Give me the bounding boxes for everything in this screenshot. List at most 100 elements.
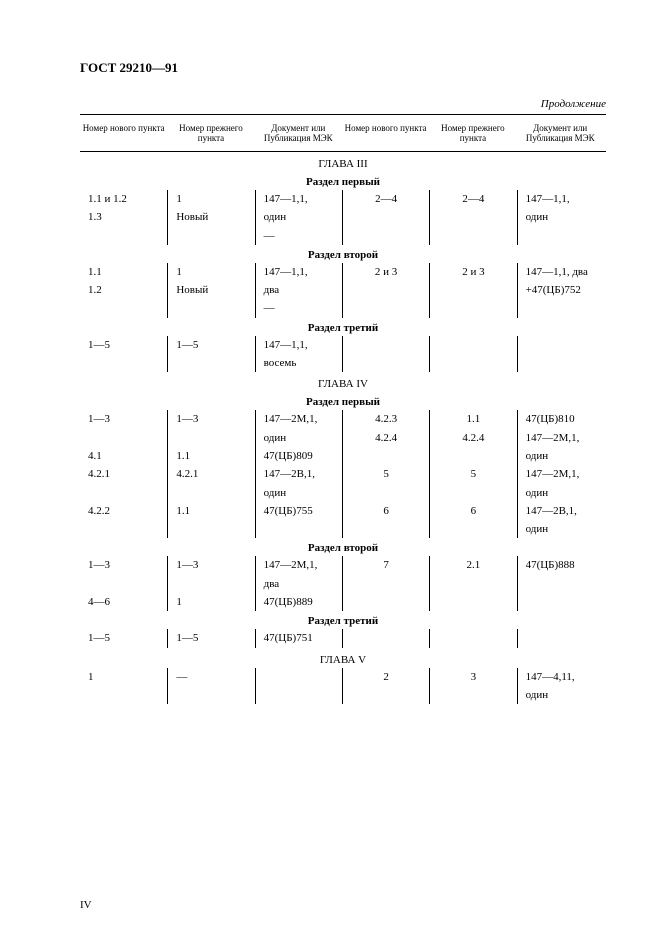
cell: [167, 299, 254, 317]
cell: 147—2В,1,: [255, 465, 342, 483]
cell: 47(ЦБ)755: [255, 502, 342, 520]
cell: [255, 520, 342, 538]
cell: [342, 686, 429, 704]
cell: 4—6: [80, 593, 167, 611]
cell: 3: [429, 668, 516, 686]
cell: 4.1: [80, 447, 167, 465]
header-cell: Номер нового пункта: [342, 115, 429, 151]
cell: 147—1,1,: [517, 190, 604, 208]
cell: Новый: [167, 281, 254, 299]
table-row: восемь: [80, 354, 606, 372]
section-block: 1—5 1—5 147—1,1, восемь: [80, 336, 606, 373]
cell: [342, 447, 429, 465]
cell: 47(ЦБ)809: [255, 447, 342, 465]
cell: [429, 447, 516, 465]
cell: 1.1: [167, 502, 254, 520]
cell: [429, 354, 516, 372]
cell: 4.2.4: [429, 429, 516, 447]
cell: 2: [342, 668, 429, 686]
cell: [342, 227, 429, 245]
cell: [80, 299, 167, 317]
table-row: 1—5 1—5 47(ЦБ)751: [80, 629, 606, 647]
cell: 147—2М,1,: [255, 556, 342, 574]
cell: [255, 668, 342, 686]
cell: 4.2.3: [342, 410, 429, 428]
cell: 1: [167, 263, 254, 281]
cell: [429, 575, 516, 593]
table-row: один: [80, 520, 606, 538]
cell: [80, 227, 167, 245]
section-title: Раздел первый: [80, 392, 606, 410]
cell: [342, 336, 429, 354]
cell: [429, 484, 516, 502]
cell: 147—1,1, два: [517, 263, 604, 281]
header-cell: Документ или Публикация МЭК: [255, 115, 342, 151]
cell: 147—1,1,: [255, 336, 342, 354]
cell: один: [517, 686, 604, 704]
cell: 4.2.2: [80, 502, 167, 520]
cell: 1.1 и 1.2: [80, 190, 167, 208]
table-row: 1—3 1—3 147—2М,1, 7 2.1 47(ЦБ)888: [80, 556, 606, 574]
table-row: 1.3 Новый один один: [80, 208, 606, 226]
cell: [255, 686, 342, 704]
cell: [429, 208, 516, 226]
cell: [429, 629, 516, 647]
table-header-row: Номер нового пункта Номер прежнего пункт…: [80, 114, 606, 152]
cell: [342, 281, 429, 299]
cell: [342, 575, 429, 593]
cell: 2—4: [342, 190, 429, 208]
section-title: Раздел первый: [80, 172, 606, 190]
cell: [342, 354, 429, 372]
section-block: 1—3 1—3 147—2М,1, 7 2.1 47(ЦБ)888 два 4—…: [80, 556, 606, 611]
table-row: 1.1 1 147—1,1, 2 и 3 2 и 3 147—1,1, два: [80, 263, 606, 281]
section-block: 1.1 1 147—1,1, 2 и 3 2 и 3 147—1,1, два …: [80, 263, 606, 318]
section-block: 1—5 1—5 47(ЦБ)751: [80, 629, 606, 647]
cell: [167, 354, 254, 372]
cell: 2 и 3: [429, 263, 516, 281]
continuation-label: Продолжение: [80, 98, 606, 110]
cell: [517, 575, 604, 593]
header-cell: Номер прежнего пункта: [167, 115, 254, 151]
cell: [517, 593, 604, 611]
cell: 1: [167, 593, 254, 611]
cell: [429, 520, 516, 538]
cell: 1: [167, 190, 254, 208]
cell: [80, 429, 167, 447]
cell: один: [517, 520, 604, 538]
cell: 1.2: [80, 281, 167, 299]
cell: 1—3: [80, 410, 167, 428]
cell: [167, 520, 254, 538]
cell: +47(ЦБ)752: [517, 281, 604, 299]
cell: [80, 575, 167, 593]
header-cell: Номер нового пункта: [80, 115, 167, 151]
cell: один: [255, 429, 342, 447]
cell: 1.1: [429, 410, 516, 428]
table-row: один один: [80, 484, 606, 502]
table-row: один 4.2.4 4.2.4 147—2М,1,: [80, 429, 606, 447]
cell: один: [255, 484, 342, 502]
cell: 147—4,11,: [517, 668, 604, 686]
cell: 1—3: [167, 556, 254, 574]
cell: [429, 336, 516, 354]
cell: 1—3: [167, 410, 254, 428]
cell: 47(ЦБ)889: [255, 593, 342, 611]
cell: 1.3: [80, 208, 167, 226]
cell: один: [517, 208, 604, 226]
table-row: 4.2.2 1.1 47(ЦБ)755 6 6 147—2В,1,: [80, 502, 606, 520]
cell: [342, 484, 429, 502]
cell: 2—4: [429, 190, 516, 208]
cell: [80, 484, 167, 502]
table-row: 1.1 и 1.2 1 147—1,1, 2—4 2—4 147—1,1,: [80, 190, 606, 208]
cell: [429, 281, 516, 299]
cell: 147—2М,1,: [517, 429, 604, 447]
cell: 4.2.4: [342, 429, 429, 447]
cell: [80, 520, 167, 538]
cell: —: [255, 299, 342, 317]
cell: [429, 299, 516, 317]
cell: 7: [342, 556, 429, 574]
cell: [517, 336, 604, 354]
cell: 147—2В,1,: [517, 502, 604, 520]
cell: 5: [429, 465, 516, 483]
table-row: 1.2 Новый два +47(ЦБ)752: [80, 281, 606, 299]
cell: 1—3: [80, 556, 167, 574]
